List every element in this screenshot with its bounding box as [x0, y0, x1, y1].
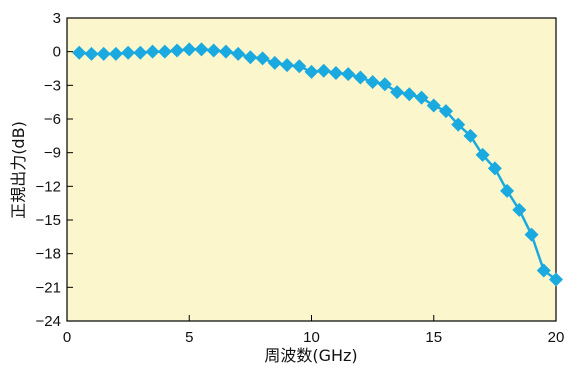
y-axis-title: 正規出力(dB): [9, 121, 28, 219]
x-axis-title: 周波数(GHz): [264, 346, 357, 365]
data-point-marker: [463, 128, 478, 143]
data-point-marker: [487, 161, 502, 176]
y-tick-label: −12: [36, 178, 61, 195]
data-point-marker: [206, 43, 221, 58]
data-markers: [72, 42, 563, 287]
data-point-marker: [157, 44, 172, 59]
data-point-marker: [341, 67, 356, 82]
data-point-marker: [365, 74, 380, 89]
data-point-marker: [475, 147, 490, 162]
data-point-marker: [426, 98, 441, 113]
y-tick-label: −3: [44, 77, 61, 94]
y-tick-label: 0: [53, 44, 61, 61]
data-point-marker: [243, 50, 258, 65]
data-point-marker: [377, 77, 392, 92]
y-tick-label: −18: [36, 246, 61, 263]
data-point-marker: [328, 65, 343, 80]
x-axis: 0 5 10 15 20: [63, 315, 565, 346]
plot-area: [66, 17, 557, 322]
data-point-marker: [121, 45, 136, 60]
data-point-marker: [133, 45, 148, 60]
data-point-marker: [353, 70, 368, 85]
data-point-marker: [536, 263, 551, 278]
y-tick-label: 3: [53, 10, 61, 27]
data-point-marker: [231, 46, 246, 61]
x-tick-label: 10: [303, 329, 320, 346]
y-tick-label: −21: [36, 279, 61, 296]
y-tick-label: −24: [36, 313, 61, 330]
data-point-marker: [194, 42, 209, 57]
data-point-marker: [280, 58, 295, 73]
y-tick-label: −6: [44, 111, 61, 128]
data-point-marker: [451, 117, 466, 132]
data-point-marker: [145, 44, 160, 59]
data-point-marker: [218, 44, 233, 59]
x-tick-label: 15: [425, 329, 442, 346]
y-tick-label: −9: [44, 145, 61, 162]
x-tick-label: 20: [548, 329, 565, 346]
data-point-marker: [414, 90, 429, 105]
y-axis: 3 0 −3 −6 −9 −12 −15 −18 −21 −24: [36, 10, 73, 330]
x-tick-label: 5: [185, 329, 193, 346]
data-point-marker: [267, 55, 282, 70]
data-point-marker: [304, 64, 319, 79]
data-point-marker: [170, 43, 185, 58]
data-point-marker: [84, 46, 99, 61]
data-point-marker: [182, 42, 197, 57]
data-point-marker: [549, 272, 563, 287]
data-point-marker: [108, 46, 123, 61]
data-point-marker: [96, 46, 111, 61]
data-point-marker: [438, 104, 453, 119]
data-point-marker: [316, 63, 331, 78]
data-point-marker: [524, 227, 539, 242]
data-point-marker: [292, 59, 307, 74]
data-point-marker: [390, 85, 405, 100]
data-point-marker: [72, 45, 87, 60]
data-point-marker: [512, 202, 527, 217]
y-tick-label: −15: [36, 212, 61, 229]
data-point-marker: [402, 87, 417, 102]
data-point-marker: [500, 183, 515, 198]
data-point-marker: [255, 51, 270, 66]
x-tick-label: 0: [63, 329, 71, 346]
